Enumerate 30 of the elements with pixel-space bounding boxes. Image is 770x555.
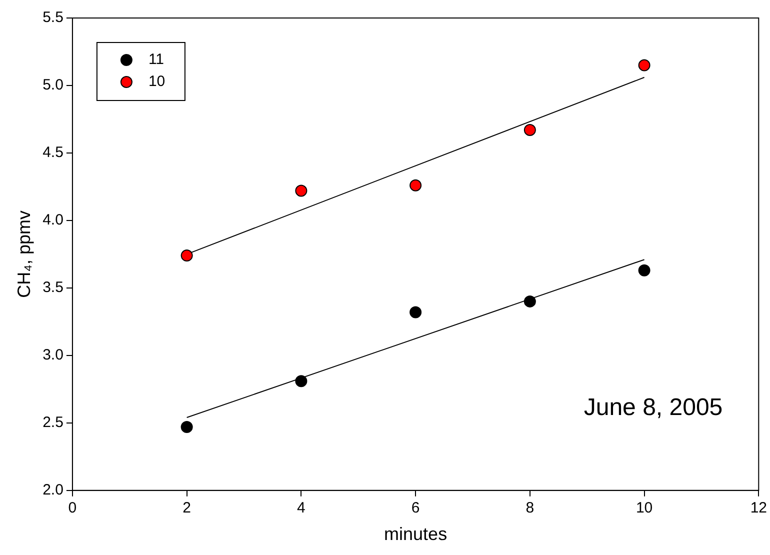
x-tick-label: 8 [526, 500, 534, 517]
point [524, 295, 536, 308]
x-axis-title: minutes [384, 524, 448, 544]
y-tick-label: 4.5 [42, 144, 64, 162]
point [295, 375, 308, 388]
x-tick-label: 12 [750, 500, 767, 517]
x-tick-label: 0 [68, 500, 77, 517]
x-tick-label: 10 [636, 500, 653, 517]
y-tick-label: 2.5 [42, 414, 64, 432]
point [410, 179, 422, 192]
point [180, 250, 193, 262]
legend-label: 11 [148, 51, 164, 68]
x-tick-label: 4 [297, 500, 306, 517]
point [410, 306, 422, 318]
y-tick-label: 2.0 [42, 482, 64, 499]
point [180, 420, 193, 433]
y-tick-label: 4.0 [42, 212, 64, 229]
legend-label: 10 [148, 73, 166, 90]
point [638, 59, 650, 72]
y-tick-label: 3.0 [42, 346, 64, 364]
x-tick-label: 2 [182, 500, 191, 517]
annotation: June 8, 2005 [584, 394, 723, 422]
y-tick-label: 3.5 [42, 279, 64, 296]
y-tick-label: 5.0 [42, 76, 64, 94]
point [524, 124, 536, 136]
x-tick-label: 6 [411, 500, 420, 517]
point [295, 184, 308, 197]
y-axis-title: CH₄, ppmv [14, 210, 34, 298]
point [638, 264, 650, 276]
y-tick-label: 5.5 [42, 9, 64, 26]
